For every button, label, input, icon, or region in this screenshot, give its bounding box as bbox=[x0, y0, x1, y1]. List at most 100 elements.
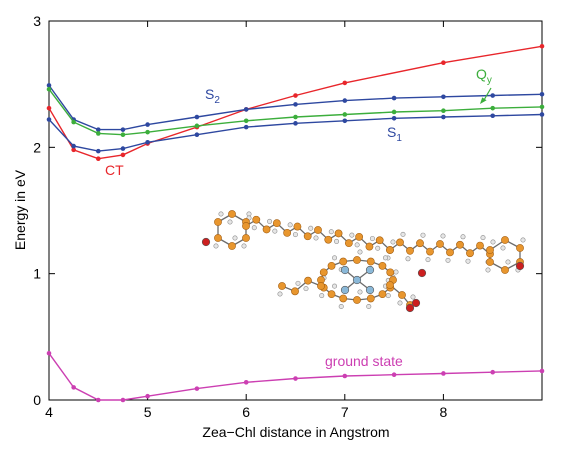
carbon-atom bbox=[242, 222, 250, 230]
data-point bbox=[96, 156, 101, 162]
carbon-atom bbox=[486, 258, 494, 266]
data-point bbox=[342, 80, 348, 86]
data-point bbox=[539, 91, 545, 97]
hydrogen-atom bbox=[357, 249, 363, 255]
hydrogen-atom bbox=[303, 286, 309, 292]
data-point bbox=[46, 83, 52, 88]
carbon-atom bbox=[456, 240, 464, 249]
hydrogen-atom bbox=[390, 239, 396, 245]
carbon-atom bbox=[353, 256, 361, 264]
x-tick-label: 7 bbox=[341, 404, 349, 420]
hydrogen-atom bbox=[349, 232, 355, 238]
carbon-atom bbox=[228, 242, 236, 250]
carbon-atom bbox=[366, 294, 375, 303]
series-3 bbox=[46, 112, 545, 154]
data-point bbox=[441, 94, 446, 100]
carbon-atom bbox=[396, 238, 404, 247]
data-point bbox=[490, 369, 496, 375]
hydrogen-atom bbox=[382, 255, 388, 261]
data-point bbox=[490, 93, 496, 98]
carbon-atom bbox=[398, 291, 406, 299]
x-tick-label: 6 bbox=[242, 404, 250, 420]
data-point bbox=[539, 43, 545, 49]
carbon-atom bbox=[476, 241, 484, 250]
data-point bbox=[71, 143, 76, 149]
data-point bbox=[194, 123, 200, 129]
oxygen-atom bbox=[405, 303, 415, 313]
data-point bbox=[71, 385, 76, 390]
hydrogen-atom bbox=[366, 303, 372, 309]
data-point bbox=[441, 114, 446, 120]
carbon-atom bbox=[416, 239, 424, 248]
hydrogen-atom bbox=[332, 255, 338, 261]
series-label-ground-state: ground state bbox=[325, 353, 403, 369]
x-tick-label: 4 bbox=[45, 404, 53, 420]
carbon-atom bbox=[262, 225, 271, 234]
series-label-ct: CT bbox=[105, 162, 124, 178]
carbon-atom bbox=[242, 234, 250, 242]
hydrogen-atom bbox=[480, 235, 486, 241]
data-point bbox=[539, 112, 545, 117]
carbon-atom bbox=[386, 246, 394, 254]
data-point bbox=[441, 371, 446, 376]
data-point bbox=[120, 397, 126, 403]
data-point bbox=[46, 350, 52, 356]
series-layer bbox=[46, 43, 545, 403]
data-point bbox=[120, 146, 126, 151]
series-2 bbox=[46, 86, 545, 137]
hydrogen-atom bbox=[292, 232, 298, 238]
carbon-atom bbox=[344, 239, 353, 248]
y-tick-label: 2 bbox=[33, 139, 41, 155]
hydrogen-atom bbox=[232, 235, 238, 241]
data-point bbox=[490, 113, 496, 119]
nitrogen-atom bbox=[365, 265, 375, 275]
hydrogen-atom bbox=[445, 257, 451, 263]
data-point bbox=[293, 102, 298, 107]
data-point bbox=[342, 373, 348, 379]
hydrogen-atom bbox=[410, 294, 416, 300]
hydrogen-atom bbox=[357, 289, 363, 295]
hydrogen-atom bbox=[393, 269, 399, 275]
hydrogen-atom bbox=[287, 222, 293, 228]
oxygen-atom bbox=[417, 268, 427, 278]
data-point bbox=[243, 107, 249, 112]
hydrogen-atom bbox=[440, 233, 446, 239]
hydrogen-atom bbox=[460, 234, 466, 240]
y-tick-label: 3 bbox=[33, 13, 41, 29]
data-point bbox=[293, 121, 298, 126]
data-point bbox=[243, 380, 249, 385]
data-point bbox=[391, 109, 397, 115]
carbon-atom bbox=[334, 229, 343, 238]
carbon-atom bbox=[355, 232, 364, 241]
series-label-qy: Qy bbox=[476, 66, 492, 86]
data-point bbox=[71, 147, 76, 153]
data-point bbox=[293, 376, 298, 381]
carbon-atom bbox=[501, 236, 509, 244]
carbon-atom bbox=[365, 242, 374, 251]
data-point bbox=[96, 127, 101, 132]
qy-pointer-arrowhead bbox=[480, 97, 487, 104]
carbon-atom bbox=[314, 226, 322, 234]
hydrogen-atom bbox=[308, 225, 314, 231]
zeaxanthin-chlorophyll-molecule-illustration bbox=[201, 210, 526, 313]
data-point bbox=[539, 368, 545, 374]
carbon-atom bbox=[446, 248, 454, 257]
data-point bbox=[194, 132, 200, 137]
hydrogen-atom bbox=[465, 258, 471, 264]
data-point bbox=[96, 397, 101, 403]
carbon-atom bbox=[272, 219, 281, 228]
data-point bbox=[46, 86, 52, 92]
data-point bbox=[342, 112, 348, 117]
data-point bbox=[145, 393, 150, 399]
hydrogen-atom bbox=[334, 238, 340, 244]
carbon-atom bbox=[319, 268, 328, 277]
qy-pointer-line bbox=[483, 87, 492, 101]
hydrogen-atom bbox=[277, 291, 283, 297]
carbon-atom bbox=[304, 276, 312, 285]
hydrogen-atom bbox=[272, 228, 278, 234]
data-point bbox=[46, 105, 52, 111]
x-tick-label: 5 bbox=[144, 404, 152, 420]
carbon-atom bbox=[516, 244, 524, 252]
nitrogen-atom bbox=[352, 275, 362, 285]
